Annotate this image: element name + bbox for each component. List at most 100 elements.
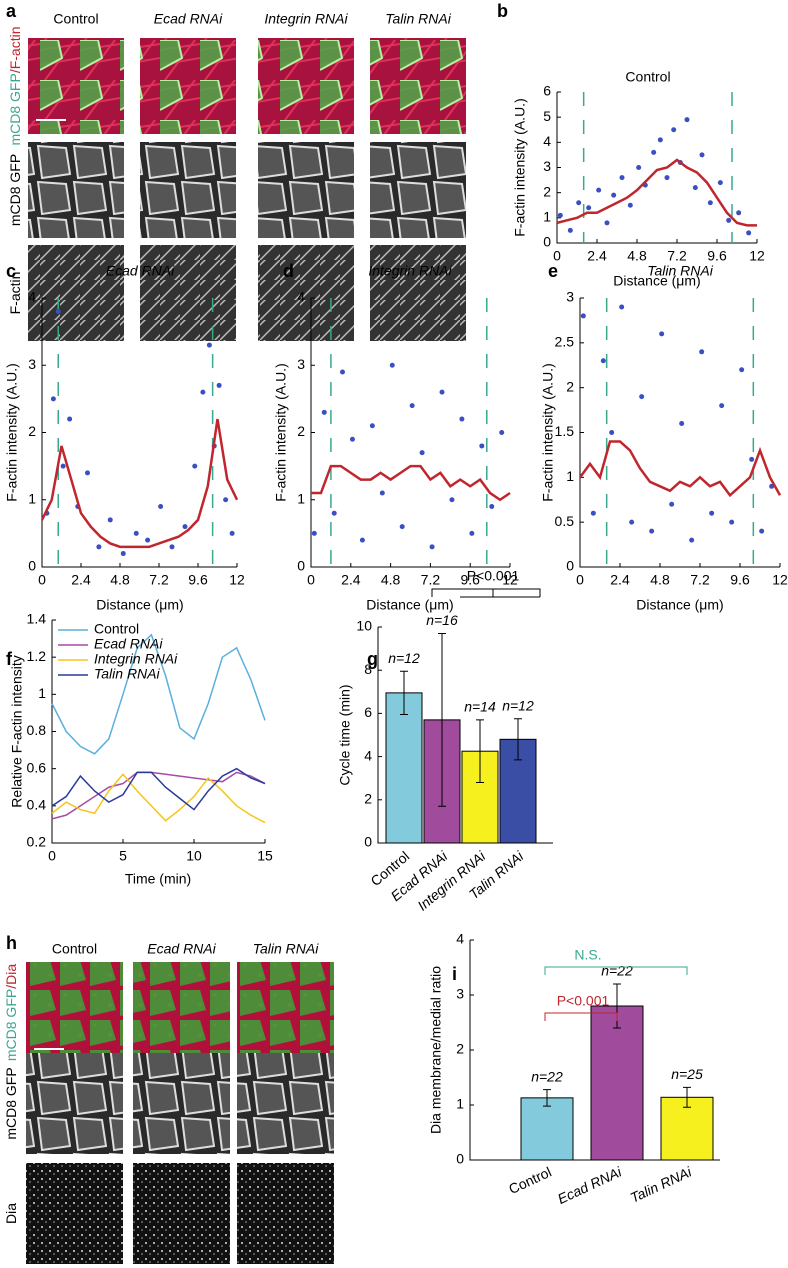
data-point	[489, 503, 495, 509]
data-point	[499, 430, 505, 435]
y-tick-label: 5	[543, 108, 551, 124]
data-point	[717, 180, 723, 186]
y-axis-label: Dia membrane/medial ratio	[428, 966, 444, 1134]
x-tick-label: 12	[502, 572, 518, 588]
bar	[660, 1096, 714, 1161]
y-tick-label: 1	[543, 209, 551, 225]
x-tick-label: 7.2	[690, 572, 710, 588]
micrograph	[258, 38, 354, 134]
y-tick-label: 10	[356, 618, 372, 634]
row-label: mCD8 GFP/F-actin	[7, 26, 23, 145]
data-point	[729, 519, 735, 525]
data-point	[609, 430, 615, 435]
row-label-part: mCD8 GFP	[3, 989, 19, 1061]
panel-letter: g	[367, 649, 378, 669]
chart-title: Integrin RNAi	[368, 263, 452, 279]
n-label: n=14	[464, 699, 496, 715]
mean-line	[578, 440, 782, 498]
data-point	[719, 403, 725, 409]
y-tick-label: 3	[543, 158, 551, 174]
column-title: Integrin RNAi	[264, 11, 348, 27]
data-point	[576, 200, 582, 206]
micrograph	[370, 142, 466, 238]
micrograph	[133, 962, 230, 1063]
x-tick-label: 4.8	[650, 572, 670, 588]
x-tick-label: 4.8	[627, 248, 647, 264]
row-label: mCD8 GFP	[3, 1067, 19, 1139]
y-tick-label: 1.5	[555, 423, 575, 439]
x-tick-label: 9.6	[460, 572, 480, 588]
data-point	[709, 510, 715, 516]
x-tick-label: 2.4	[587, 248, 607, 264]
micrograph	[370, 38, 466, 134]
y-tick-label: 2	[543, 183, 551, 199]
x-tick-label: 9.6	[707, 248, 727, 264]
data-point	[96, 544, 102, 550]
y-tick-label: 4	[364, 747, 372, 763]
micrograph	[237, 1053, 334, 1154]
y-tick-label: 2.5	[555, 334, 575, 350]
data-point	[580, 313, 586, 319]
data-point	[459, 416, 465, 422]
data-point	[85, 470, 90, 476]
y-tick-label: 0	[364, 834, 372, 850]
y-tick-label: 4	[28, 289, 36, 305]
annotation: P<0.001	[467, 568, 520, 584]
y-axis-label: F-actin intensity (A.U.)	[512, 98, 528, 236]
annotation: P<0.001	[557, 993, 610, 1009]
column-title: Talin RNAi	[385, 11, 452, 27]
y-tick-label: 8	[364, 661, 372, 677]
data-point	[399, 524, 405, 530]
data-point	[369, 423, 375, 429]
annotation: N.S.	[574, 947, 601, 963]
y-tick-label: 1	[566, 468, 574, 484]
data-point	[590, 510, 596, 516]
y-tick-label: 2	[364, 791, 372, 807]
data-point	[223, 497, 229, 503]
y-tick-label: 6	[364, 704, 372, 720]
data-point	[60, 463, 66, 469]
row-label: mCD8 GFP	[7, 154, 23, 226]
x-tick-label: 15	[257, 848, 273, 864]
series-line	[51, 633, 266, 755]
x-tick-label: 2.4	[71, 572, 91, 588]
panel-letter: c	[6, 261, 16, 281]
x-tick-label: 12	[772, 572, 788, 588]
y-tick-label: 3	[28, 356, 36, 372]
legend-label: Control	[94, 621, 139, 637]
data-point	[567, 227, 573, 233]
x-axis-label: Distance (μm)	[366, 597, 453, 613]
n-label: n=25	[671, 1066, 703, 1082]
data-point	[419, 450, 425, 456]
data-point	[200, 389, 206, 395]
data-point	[596, 187, 602, 193]
data-point	[699, 152, 705, 158]
data-point	[664, 175, 670, 181]
mean-line	[311, 464, 511, 502]
data-point	[229, 530, 235, 536]
panel-letter: h	[6, 933, 17, 953]
series-line	[51, 771, 266, 820]
y-tick-label: 0	[28, 558, 36, 574]
column-title: Ecad RNAi	[147, 941, 216, 957]
x-axis-label: Distance (μm)	[613, 273, 700, 289]
chart-title: Talin RNAi	[647, 263, 714, 279]
mean-line	[40, 418, 239, 549]
data-point	[449, 497, 455, 503]
micrograph	[28, 245, 124, 341]
x-tick-label: 4.8	[381, 572, 401, 588]
error-bar	[400, 670, 408, 715]
data-point	[469, 530, 475, 536]
data-point	[67, 416, 73, 422]
chart-title: Ecad RNAi	[106, 263, 175, 279]
error-bar	[476, 719, 484, 784]
data-point	[692, 185, 698, 191]
data-point	[206, 342, 212, 348]
data-point	[604, 220, 610, 226]
row-label: F-actin	[7, 272, 23, 315]
y-axis-label: Relative F-actin intensity	[9, 655, 25, 808]
y-tick-label: 4	[456, 931, 464, 947]
column-title: Control	[53, 11, 98, 27]
n-label: n=16	[426, 612, 458, 628]
x-tick-label: 7.2	[421, 572, 441, 588]
